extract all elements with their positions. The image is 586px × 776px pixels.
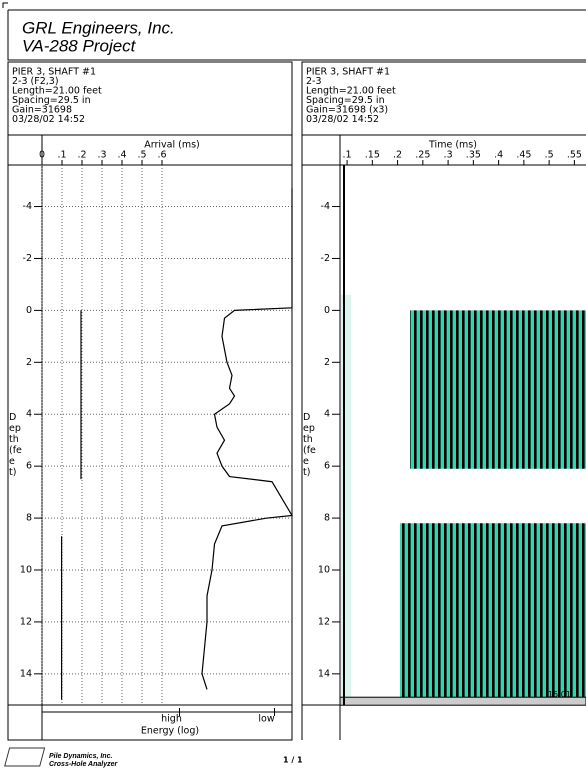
y-tick-label: 10	[318, 565, 330, 576]
x2-tick-label: high	[161, 714, 182, 725]
y-tick-label: -2	[23, 253, 32, 264]
x-tick-label: .55	[567, 150, 582, 161]
report-page: GRL Engineers, Inc. VA-288 Project Pile …	[0, 0, 586, 776]
y-tick-label: 12	[318, 616, 330, 627]
x-tick-label: .5	[545, 150, 554, 161]
project: VA-288 Project	[22, 36, 137, 55]
x-axis-title: Arrival (ms)	[144, 140, 200, 151]
x-tick-label: .15	[365, 150, 380, 161]
x2-tick-label: low	[258, 714, 274, 725]
y-tick-label: 6	[26, 461, 32, 472]
waveform-region	[400, 523, 586, 697]
y-axis-title-text: Depth (feet)	[9, 412, 22, 478]
panel-frame	[8, 62, 292, 740]
y-axis-title: Depth (feet)	[303, 412, 319, 492]
x-tick-label: .2	[393, 150, 402, 161]
x-tick-label: .3	[444, 150, 453, 161]
energy-line	[202, 188, 292, 689]
y-tick-label: 6	[324, 461, 330, 472]
x-tick-label: .35	[466, 150, 481, 161]
waveform-region	[410, 310, 586, 468]
x-tick-label: .45	[516, 150, 531, 161]
y-tick-label: 14	[318, 668, 330, 679]
y-axis-title-text: Depth (feet)	[303, 412, 316, 478]
y-tick-label: 0	[324, 305, 330, 316]
page-number: 1 / 1	[283, 756, 303, 765]
x-tick-label: .2	[77, 150, 86, 161]
y-tick-label: 0	[26, 305, 32, 316]
y-tick-label: 12	[20, 616, 32, 627]
y-tick-label: 8	[26, 513, 32, 524]
y-tick-label: -4	[321, 201, 330, 212]
y-axis-title: Depth (feet)	[9, 412, 25, 492]
y-tick-label: 4	[26, 409, 32, 420]
x-tick-label: .6	[157, 150, 166, 161]
y-tick-label: 2	[26, 357, 32, 368]
y-tick-label: 4	[324, 409, 330, 420]
x-tick-label: .1	[57, 150, 66, 161]
waveform-region	[341, 295, 351, 697]
info-line: 03/28/02 14:52	[12, 114, 85, 125]
x-tick-label: .4	[494, 150, 503, 161]
corner-mark	[3, 3, 8, 8]
x-tick-label: .4	[117, 150, 126, 161]
x-tick-label: .3	[97, 150, 106, 161]
x2-axis-title: Energy (log)	[141, 726, 199, 737]
y-tick-label: 8	[324, 513, 330, 524]
company: GRL Engineers, Inc.	[22, 18, 175, 37]
product: Cross-Hole Analyzer	[49, 761, 118, 768]
y-tick-label: 14	[20, 668, 32, 679]
x-tick-label: 0	[39, 150, 45, 161]
arrival-line	[62, 310, 81, 699]
y-tick-label: -4	[23, 201, 32, 212]
info-line: 03/28/02 14:52	[306, 114, 379, 125]
logo	[5, 748, 45, 766]
brand: Pile Dynamics, Inc.	[49, 753, 112, 760]
y-tick-label: 2	[324, 357, 330, 368]
x-tick-label: .5	[137, 150, 146, 161]
x-tick-label: .1	[343, 150, 352, 161]
y-tick-label: -2	[321, 253, 330, 264]
annotation: 15.01	[548, 690, 571, 699]
x-tick-label: .25	[415, 150, 430, 161]
y-tick-label: 10	[20, 565, 32, 576]
